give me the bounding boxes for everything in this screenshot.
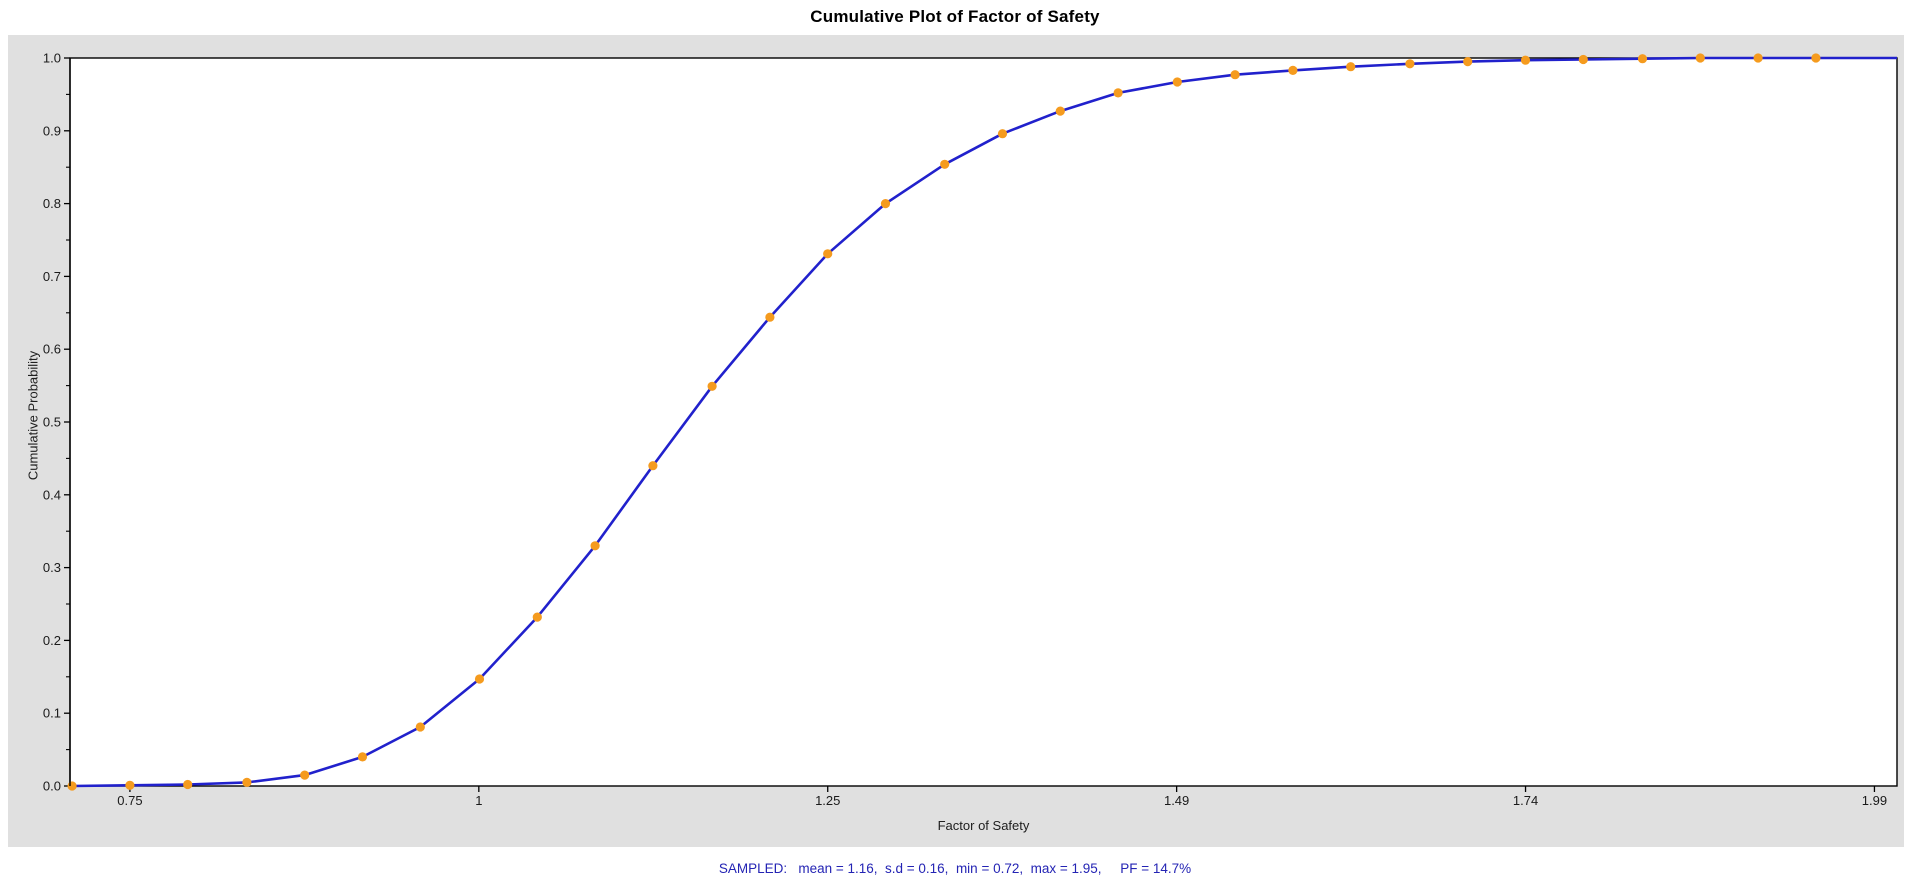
x-tick-label: 0.75 (117, 793, 142, 808)
sample-point-marker (1113, 88, 1123, 98)
sample-point-marker (1637, 54, 1648, 64)
sample-point-marker (357, 752, 368, 762)
x-tick-label: 1.49 (1164, 793, 1189, 808)
y-tick-label: 0.6 (43, 342, 61, 357)
chart-title: Cumulative Plot of Factor of Safety (810, 7, 1100, 26)
sample-point-marker (1520, 55, 1531, 65)
sample-point-marker (1463, 57, 1473, 67)
sample-point-marker (940, 159, 950, 169)
sample-point-marker (300, 770, 310, 780)
sample-point-marker (648, 461, 658, 471)
y-tick-label: 0.0 (43, 779, 61, 794)
cumulative-curve (72, 56, 1897, 788)
sample-point-marker (1172, 77, 1182, 87)
sample-point-marker (242, 777, 252, 788)
sample-point-marker (1230, 70, 1240, 80)
y-tick-label: 0.1 (43, 706, 61, 721)
y-tick-label: 0.2 (43, 633, 61, 648)
y-tick-label: 0.8 (43, 196, 61, 211)
x-tick-label: 1.25 (815, 793, 840, 808)
sample-point-marker (1695, 53, 1705, 63)
y-tick-label: 0.5 (43, 415, 61, 430)
x-tick-label: 1 (475, 793, 482, 808)
sample-point-marker (125, 780, 135, 790)
y-tick-label: 0.7 (43, 269, 61, 284)
sample-point-marker (183, 779, 193, 790)
x-axis-label: Factor of Safety (937, 818, 1030, 833)
sample-point-marker (67, 781, 77, 791)
x-tick-label: 1.74 (1513, 793, 1538, 808)
y-tick-label: 0.3 (43, 560, 61, 575)
plot-area (69, 57, 1898, 787)
sample-point-marker (997, 129, 1008, 139)
sample-point-marker (823, 249, 833, 259)
sample-point-marker (880, 199, 891, 209)
x-tick-label: 1.99 (1862, 793, 1887, 808)
y-tick-label: 0.9 (43, 123, 61, 138)
sample-point-marker (1346, 62, 1356, 72)
sampled-stats-line: SAMPLED: mean = 1.16, s.d = 0.16, min = … (718, 861, 1192, 876)
sample-point-marker (1753, 53, 1763, 63)
sample-point-marker (1405, 59, 1415, 69)
sample-point-marker (765, 312, 775, 322)
sample-point-marker (1578, 54, 1588, 65)
sample-point-marker (707, 381, 717, 391)
sample-point-marker (1811, 53, 1821, 63)
y-tick-label: 0.4 (43, 487, 61, 502)
y-axis-label: Cumulative Probability (25, 350, 41, 481)
sample-point-marker (1288, 65, 1298, 75)
sample-point-marker (474, 674, 485, 684)
sample-point-marker (590, 541, 600, 551)
sample-point-marker (532, 612, 542, 622)
y-tick-label: 1.0 (43, 51, 61, 66)
sample-point-marker (415, 722, 425, 732)
sample-point-marker (1055, 106, 1065, 116)
cumulative-plot: 0.0 0.1 0.2 0.3 0.4 0.5 0.6 0.7 0.8 0.9 1.0 0.75 1 1.… (43, 51, 1898, 808)
